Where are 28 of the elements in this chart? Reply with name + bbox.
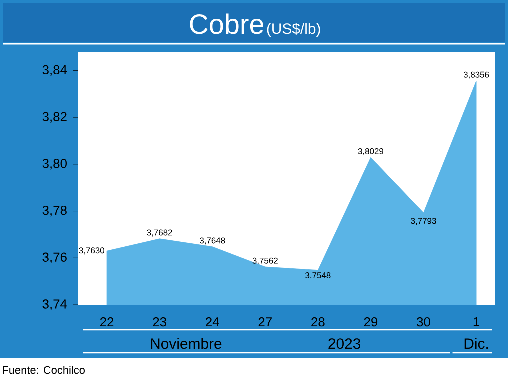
text: Dic. bbox=[464, 338, 488, 350]
data-label: 3,7630 bbox=[79, 248, 104, 255]
data-label: 3,8029 bbox=[358, 148, 384, 156]
y-tick-label: 3,74 bbox=[42, 300, 68, 310]
x-tick-label: 23 bbox=[153, 318, 166, 327]
x-tick-label: 24 bbox=[206, 318, 220, 327]
x-tick-label: 29 bbox=[364, 318, 378, 327]
text: Noviembre bbox=[151, 338, 222, 350]
data-label: 3,7548 bbox=[306, 272, 331, 280]
y-tick-label: 3,82 bbox=[42, 112, 67, 123]
data-label: 3,7562 bbox=[252, 258, 278, 265]
y-tick-label: 3,78 bbox=[42, 206, 67, 217]
data-label: 3,7682 bbox=[147, 230, 172, 237]
y-tick-label: 3,80 bbox=[42, 159, 67, 170]
data-label: 3,8356 bbox=[464, 72, 490, 79]
x-tick-label: 22 bbox=[100, 318, 114, 327]
x-tick-label: 1 bbox=[474, 318, 480, 326]
text: 2023 bbox=[328, 338, 361, 350]
chart-title: Cobre bbox=[190, 14, 264, 34]
data-label: 3,7648 bbox=[200, 238, 226, 245]
x-tick-label: 28 bbox=[312, 318, 325, 327]
x-tick-label: 27 bbox=[258, 318, 272, 327]
y-tick-label: 3,84 bbox=[42, 65, 68, 76]
data-label: 3,7793 bbox=[411, 218, 436, 226]
y-tick-label: 3,76 bbox=[42, 252, 67, 264]
x-tick-label: 30 bbox=[417, 318, 430, 327]
source-note: Fuente: Cochilco bbox=[3, 366, 85, 374]
chart-subtitle: (US$/lb) bbox=[267, 22, 320, 38]
